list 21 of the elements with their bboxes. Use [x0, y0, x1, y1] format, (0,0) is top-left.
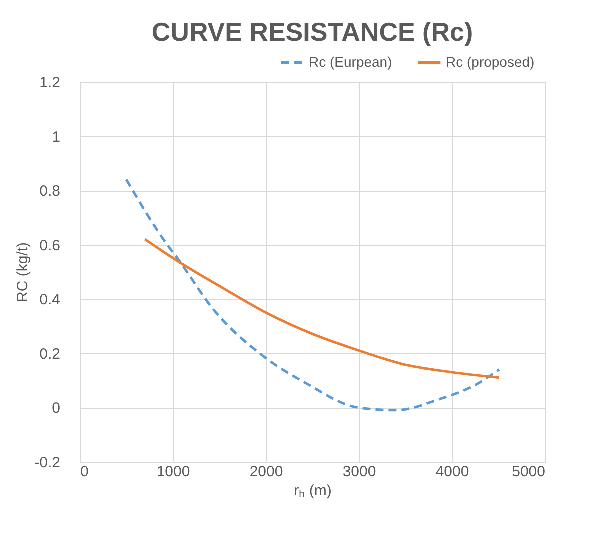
x-axis-title: rₕ (m) — [294, 482, 332, 500]
legend-label: Rc (Eurpean) — [309, 54, 392, 70]
y-tick-label: 1.2 — [40, 74, 60, 92]
y-axis-title: RC (kg/t) — [14, 242, 32, 302]
y-tick-label: 0.4 — [40, 292, 60, 309]
x-tick-label: 0 — [80, 464, 89, 480]
x-tick-label: 5000 — [512, 464, 546, 480]
y-tick-label: 1 — [52, 128, 60, 146]
line-series — [144, 238, 501, 380]
x-tick-label: 4000 — [436, 464, 470, 480]
x-tick-label: 2000 — [250, 464, 284, 480]
legend-label: Rc (proposed) — [446, 54, 535, 70]
y-tick-label: 0.6 — [40, 237, 60, 254]
y-tick-label: -0.2 — [34, 454, 60, 472]
y-tick-label: 0.8 — [40, 183, 60, 200]
line-series — [125, 178, 501, 412]
x-tick-label: 3000 — [342, 464, 376, 480]
x-tick-label: 1000 — [156, 464, 190, 480]
y-tick-label: 0 — [52, 400, 60, 418]
chart-title: CURVE RESISTANCE (Rc) — [152, 17, 474, 47]
y-tick-label: 0.2 — [40, 346, 60, 363]
